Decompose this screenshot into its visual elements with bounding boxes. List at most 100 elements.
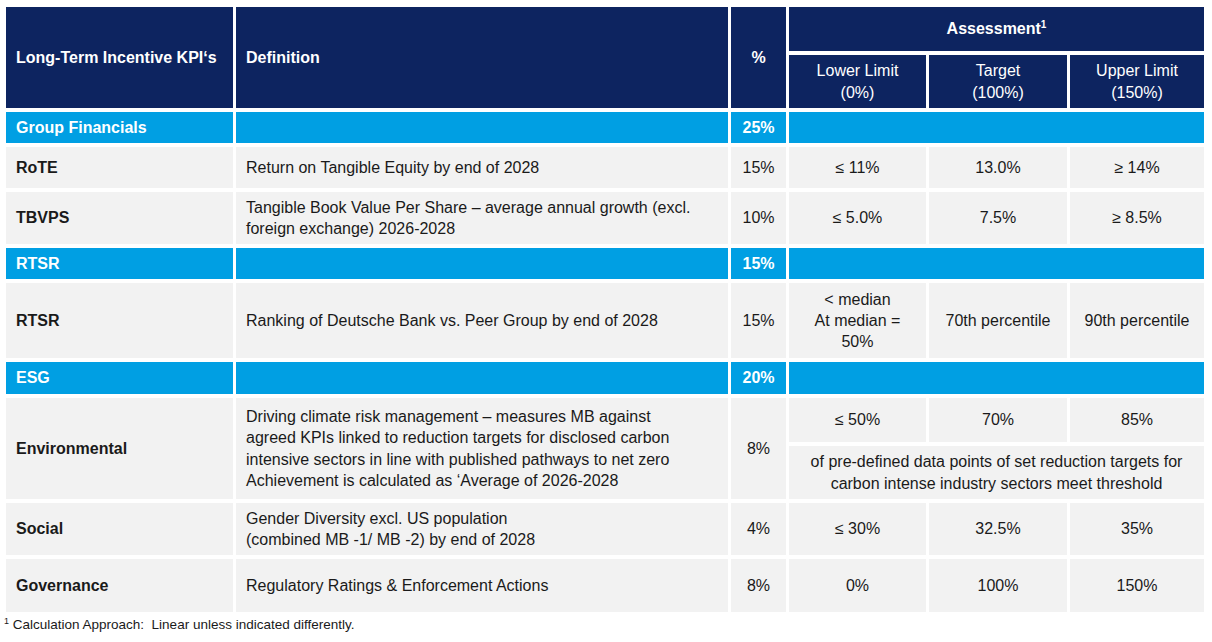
page: Long-Term Incentive KPI‘s Definition % A… (0, 0, 1212, 642)
section-weight-cell: 20% (731, 362, 786, 394)
footnote: 1 Calculation Approach: Linear unless in… (4, 617, 354, 632)
weight-value: 15% (742, 310, 774, 331)
definition-text: Driving climate risk management – measur… (246, 406, 669, 490)
header-assessment-group: Assessment1 Lower Limit (0%) Target (100… (789, 7, 1204, 108)
lower-limit-cell: ≤ 50% (789, 398, 926, 442)
definition-text: Gender Diversity excl. US population (co… (246, 508, 535, 550)
kpi-cell: Governance (6, 559, 233, 612)
weight-cell: 15% (731, 283, 786, 358)
definition-cell: Driving climate risk management – measur… (236, 398, 728, 499)
definition-cell: Gender Diversity excl. US population (co… (236, 503, 728, 555)
section-definition-cell (236, 248, 728, 279)
section-weight: 25% (742, 117, 774, 138)
target-value: 32.5% (975, 518, 1020, 539)
header-assessment: Assessment1 (789, 7, 1204, 51)
data-row-social: Social Gender Diversity excl. US populat… (6, 503, 1204, 555)
header-lower-limit-label: Lower Limit (0%) (817, 60, 899, 102)
upper-limit-cell: ≥ 8.5% (1070, 192, 1204, 244)
header-kpi-label: Long-Term Incentive KPI‘s (16, 47, 217, 68)
kpi-name: RTSR (16, 310, 60, 331)
upper-limit-value: 150% (1117, 575, 1158, 596)
target-value: 70% (982, 409, 1014, 430)
upper-limit-cell: ≥ 14% (1070, 147, 1204, 188)
data-row-rtsr: RTSR Ranking of Deutsche Bank vs. Peer G… (6, 283, 1204, 358)
kpi-name: Social (16, 518, 63, 539)
definition-text: Ranking of Deutsche Bank vs. Peer Group … (246, 310, 658, 331)
section-row-rtsr: RTSR 15% (6, 248, 1204, 279)
target-cell: 100% (929, 559, 1067, 612)
target-value: 70th percentile (946, 310, 1051, 331)
section-label: Group Financials (16, 117, 147, 138)
header-target: Target (100%) (929, 55, 1067, 108)
header-definition: Definition (236, 7, 728, 108)
kpi-cell: Social (6, 503, 233, 555)
header-kpi: Long-Term Incentive KPI‘s (6, 7, 233, 108)
kpi-cell: TBVPS (6, 192, 233, 244)
header-upper-limit: Upper Limit (150%) (1070, 55, 1204, 108)
section-row-group-financials: Group Financials 25% (6, 112, 1204, 143)
assessment-note: of pre-defined data points of set reduct… (793, 451, 1200, 493)
header-assessment-label: Assessment1 (947, 18, 1047, 39)
lower-limit-value: ≤ 11% (835, 157, 879, 178)
section-weight: 15% (742, 253, 774, 274)
section-kpi-cell: RTSR (6, 248, 233, 279)
assessment-note-cell: of pre-defined data points of set reduct… (789, 446, 1204, 499)
weight-cell: 8% (731, 559, 786, 612)
section-label: ESG (16, 367, 50, 388)
target-value: 13.0% (975, 157, 1020, 178)
definition-cell: Regulatory Ratings & Enforcement Actions (236, 559, 728, 612)
section-weight-cell: 15% (731, 248, 786, 279)
data-row-tbvps: TBVPS Tangible Book Value Per Share – av… (6, 192, 1204, 244)
upper-limit-cell: 150% (1070, 559, 1204, 612)
table-header-row: Long-Term Incentive KPI‘s Definition % A… (6, 7, 1204, 108)
section-definition-cell (236, 362, 728, 394)
kpi-name: Governance (16, 575, 108, 596)
target-value: 7.5% (980, 207, 1016, 228)
definition-cell: Ranking of Deutsche Bank vs. Peer Group … (236, 283, 728, 358)
weight-cell: 8% (731, 398, 786, 499)
upper-limit-cell: 35% (1070, 503, 1204, 555)
target-cell: 7.5% (929, 192, 1067, 244)
target-cell: 70% (929, 398, 1067, 442)
header-percent: % (731, 7, 786, 108)
upper-limit-cell: 85% (1070, 398, 1204, 442)
footnote-text: Calculation Approach: Linear unless indi… (9, 617, 354, 632)
environmental-assessment-group: ≤ 50% 70% 85% of pre-defined data points… (789, 398, 1204, 499)
definition-text: Tangible Book Value Per Share – average … (246, 197, 690, 239)
section-row-esg: ESG 20% (6, 362, 1204, 394)
definition-cell: Tangible Book Value Per Share – average … (236, 192, 728, 244)
assessment-footnote-ref: 1 (1041, 19, 1047, 30)
weight-value: 15% (742, 157, 774, 178)
target-cell: 13.0% (929, 147, 1067, 188)
section-definition-cell (236, 112, 728, 143)
lower-limit-cell: 0% (789, 559, 926, 612)
lti-kpi-table: Long-Term Incentive KPI‘s Definition % A… (6, 7, 1204, 612)
section-assessment-cell (789, 248, 1204, 279)
upper-limit-value: 35% (1121, 518, 1153, 539)
section-kpi-cell: Group Financials (6, 112, 233, 143)
definition-text: Return on Tangible Equity by end of 2028 (246, 157, 539, 178)
weight-value: 10% (742, 207, 774, 228)
kpi-cell: RoTE (6, 147, 233, 188)
weight-value: 8% (747, 438, 770, 459)
lower-limit-cell: ≤ 30% (789, 503, 926, 555)
kpi-name: RoTE (16, 157, 58, 178)
header-definition-label: Definition (246, 47, 320, 68)
upper-limit-value: 90th percentile (1085, 310, 1190, 331)
weight-value: 8% (747, 575, 770, 596)
target-cell: 70th percentile (929, 283, 1067, 358)
section-weight: 20% (742, 367, 774, 388)
upper-limit-cell: 90th percentile (1070, 283, 1204, 358)
header-target-label: Target (100%) (972, 60, 1024, 102)
header-upper-limit-label: Upper Limit (150%) (1096, 60, 1178, 102)
upper-limit-value: ≥ 14% (1114, 157, 1159, 178)
lower-limit-cell: < median At median = 50% (789, 283, 926, 358)
target-cell: 32.5% (929, 503, 1067, 555)
kpi-name: TBVPS (16, 207, 69, 228)
section-kpi-cell: ESG (6, 362, 233, 394)
definition-text: Regulatory Ratings & Enforcement Actions (246, 575, 548, 596)
lower-limit-cell: ≤ 11% (789, 147, 926, 188)
upper-limit-value: ≥ 8.5% (1112, 207, 1162, 228)
lower-limit-value: ≤ 5.0% (833, 207, 883, 228)
weight-cell: 10% (731, 192, 786, 244)
